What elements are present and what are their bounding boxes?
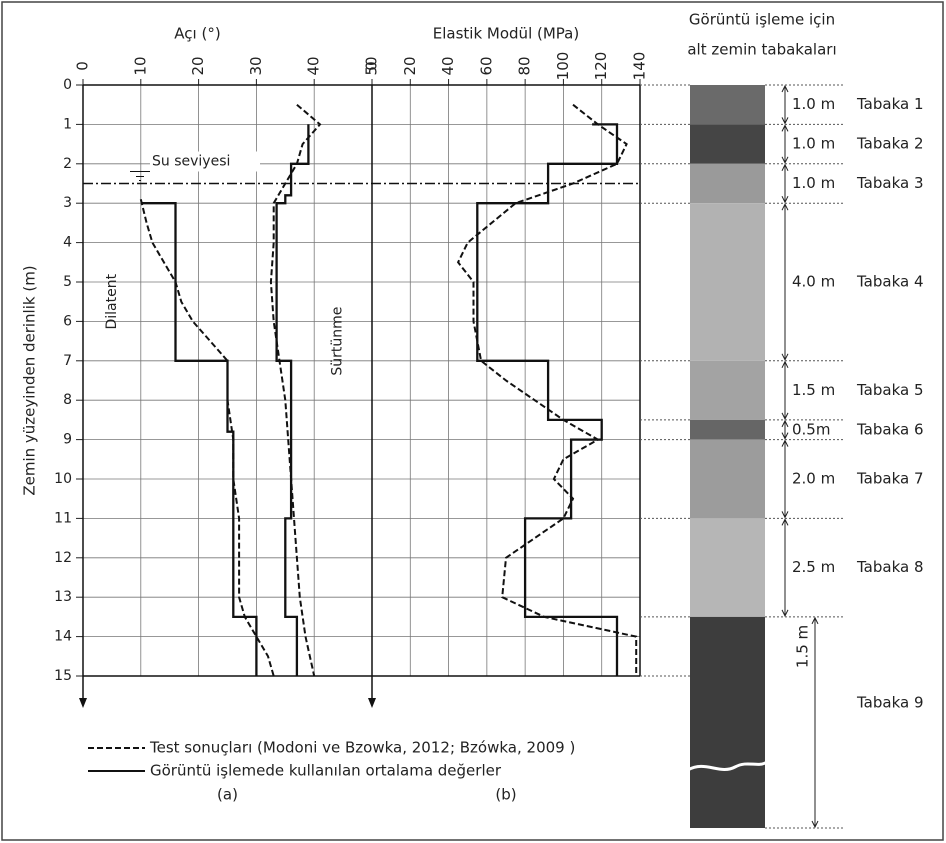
layer-thickness: 1.0 m	[792, 135, 835, 153]
layer-thickness: 0.5m	[792, 420, 830, 438]
layer-thickness: 4.0 m	[792, 273, 835, 291]
panel-label: (b)	[495, 786, 516, 804]
layer-thickness: 2.0 m	[792, 470, 835, 488]
layer-thickness: 1.5 m	[794, 625, 812, 668]
layer	[690, 203, 765, 361]
layer-name: Tabaka 4	[856, 273, 924, 291]
panel-label: (a)	[217, 786, 238, 804]
layer-name: Tabaka 5	[856, 381, 924, 399]
panel-title: alt zemin tabakaları	[687, 41, 836, 59]
annotation: Sürtünme	[329, 307, 345, 376]
x-tick-label: 0	[74, 61, 92, 71]
y-tick-label: 10	[54, 471, 72, 487]
legend-label: Görüntü işlemede kullanılan ortalama değ…	[150, 762, 502, 780]
x-tick-label: 10	[131, 56, 149, 75]
legend-label: Test sonuçları (Modoni ve Bzowka, 2012; …	[149, 739, 575, 757]
y-tick-label: 7	[63, 353, 72, 369]
x-tick-label: 40	[305, 56, 323, 75]
y-tick-label: 1	[63, 116, 72, 132]
y-tick-label: 13	[54, 589, 72, 605]
axis-title: Elastik Modül (MPa)	[433, 25, 579, 43]
layer	[690, 518, 765, 617]
y-tick-label: 14	[54, 629, 72, 645]
layer	[690, 420, 765, 440]
layer-name: Tabaka 7	[856, 470, 924, 488]
y-tick-label: 0	[63, 77, 72, 93]
layer-name: Tabaka 2	[856, 135, 924, 153]
water-symbol	[130, 172, 150, 181]
y-tick-label: 3	[63, 195, 72, 211]
layer	[690, 617, 765, 828]
x-tick-label: 20	[401, 56, 419, 75]
layer-name: Tabaka 6	[856, 420, 924, 438]
y-tick-label: 2	[63, 156, 72, 172]
panel-title: Görüntü işleme için	[689, 11, 835, 29]
layer-thickness: 1.5 m	[792, 381, 835, 399]
layer	[690, 440, 765, 519]
x-tick-label: 20	[189, 56, 207, 75]
axis-arrow	[368, 698, 376, 708]
y-tick-label: 9	[63, 432, 72, 448]
x-tick-label: 0	[363, 61, 381, 71]
x-tick-label: 140	[631, 52, 649, 81]
x-tick-label: 40	[439, 56, 457, 75]
y-tick-label: 12	[54, 550, 72, 566]
layer-name: Tabaka 1	[856, 95, 924, 113]
layer-thickness: 2.5 m	[792, 558, 835, 576]
x-tick-label: 120	[592, 52, 610, 81]
axis-arrow	[79, 698, 87, 708]
layer-thickness: 1.0 m	[792, 174, 835, 192]
layer	[690, 85, 765, 124]
y-axis-label: Zemin yüzeyinden derinlik (m)	[21, 265, 39, 495]
layer-name: Tabaka 8	[856, 558, 924, 576]
layer	[690, 164, 765, 203]
x-tick-label: 100	[554, 52, 572, 81]
layer-name: Tabaka 9	[856, 694, 924, 712]
series-line	[271, 105, 320, 676]
axis-title: Açı (°)	[174, 25, 220, 43]
figure: 0123456789101112131415Zemin yüzeyinden d…	[0, 0, 946, 843]
y-tick-label: 5	[63, 274, 72, 290]
water-level-label: Su seviyesi	[152, 154, 230, 170]
series-line	[141, 199, 274, 676]
layer	[690, 124, 765, 163]
y-tick-label: 8	[63, 392, 72, 408]
y-tick-label: 11	[54, 510, 72, 526]
layer-thickness: 1.0 m	[792, 95, 835, 113]
y-tick-label: 6	[63, 313, 72, 329]
layer	[690, 361, 765, 420]
y-tick-label: 15	[54, 668, 72, 684]
x-tick-label: 30	[247, 56, 265, 75]
layer-name: Tabaka 3	[856, 174, 924, 192]
y-tick-label: 4	[63, 235, 72, 251]
x-tick-label: 80	[516, 56, 534, 75]
x-tick-label: 60	[477, 56, 495, 75]
annotation: Dilatent	[104, 273, 120, 329]
